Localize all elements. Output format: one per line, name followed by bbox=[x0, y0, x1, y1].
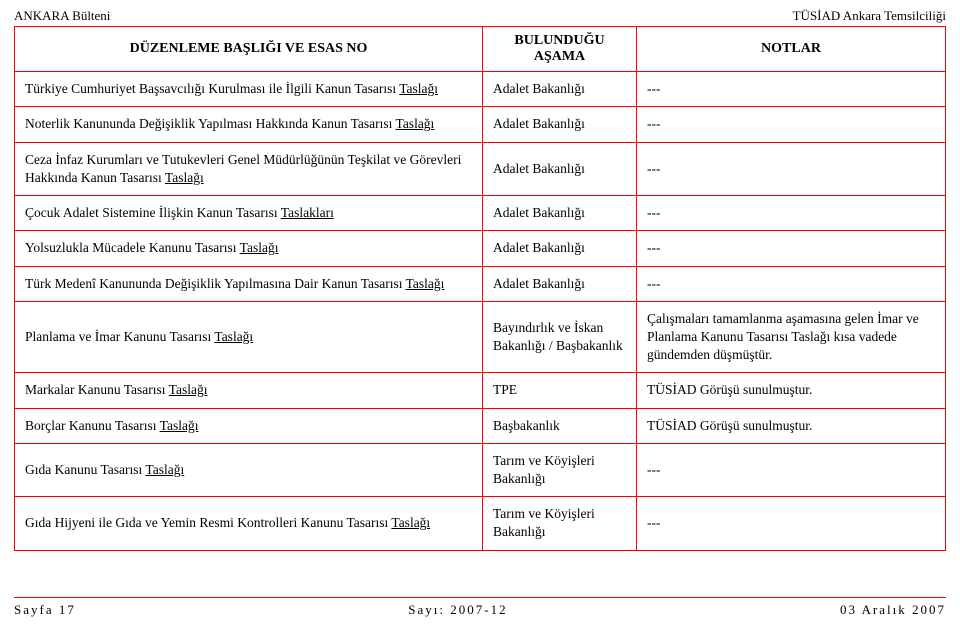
header-left: ANKARA Bülteni bbox=[14, 8, 110, 24]
cell-stage: Bayındırlık ve İskan Bakanlığı / Başbaka… bbox=[483, 301, 637, 373]
title-text: Borçlar Kanunu Tasarısı bbox=[25, 418, 160, 433]
title-text: Markalar Kanunu Tasarısı bbox=[25, 382, 169, 397]
title-underlined: Taslağı bbox=[396, 116, 435, 131]
table-row: Türkiye Cumhuriyet Başsavcılığı Kurulmas… bbox=[15, 72, 946, 107]
title-underlined: Taslağı bbox=[399, 81, 438, 96]
col-header-notes: NOTLAR bbox=[637, 27, 945, 71]
cell-stage: Adalet Bakanlığı bbox=[483, 142, 637, 195]
title-underlined: Taslağı bbox=[391, 515, 430, 530]
table-row: Yolsuzlukla Mücadele Kanunu Tasarısı Tas… bbox=[15, 231, 946, 266]
title-text: Türkiye Cumhuriyet Başsavcılığı Kurulmas… bbox=[25, 81, 399, 96]
column-headers: DÜZENLEME BAŞLIĞI VE ESAS NO BULUNDUĞU A… bbox=[14, 27, 946, 72]
table-row: Borçlar Kanunu Tasarısı TaslağıBaşbakanl… bbox=[15, 408, 946, 443]
cell-title: Markalar Kanunu Tasarısı Taslağı bbox=[15, 373, 483, 408]
table-row: Planlama ve İmar Kanunu Tasarısı Taslağı… bbox=[15, 301, 946, 373]
cell-title: Yolsuzlukla Mücadele Kanunu Tasarısı Tas… bbox=[15, 231, 483, 266]
cell-notes: --- bbox=[637, 142, 946, 195]
header-right: TÜSİAD Ankara Temsilciliği bbox=[793, 8, 946, 24]
table-row: Gıda Hijyeni ile Gıda ve Yemin Resmi Kon… bbox=[15, 497, 946, 550]
title-underlined: Taslakları bbox=[281, 205, 334, 220]
cell-notes: TÜSİAD Görüşü sunulmuştur. bbox=[637, 408, 946, 443]
col-header-stage-l1: BULUNDUĞU bbox=[514, 33, 604, 49]
title-text: Noterlik Kanununda Değişiklik Yapılması … bbox=[25, 116, 396, 131]
title-text: Türk Medenî Kanununda Değişiklik Yapılma… bbox=[25, 276, 406, 291]
cell-title: Türk Medenî Kanununda Değişiklik Yapılma… bbox=[15, 266, 483, 301]
col-header-stage-l2: AŞAMA bbox=[534, 49, 585, 65]
cell-stage: Adalet Bakanlığı bbox=[483, 107, 637, 142]
title-underlined: Taslağı bbox=[165, 170, 204, 185]
cell-title: Planlama ve İmar Kanunu Tasarısı Taslağı bbox=[15, 301, 483, 373]
page-header: ANKARA Bülteni TÜSİAD Ankara Temsilciliğ… bbox=[14, 8, 946, 27]
footer-center: Sayı: 2007-12 bbox=[408, 602, 507, 618]
footer-left: Sayfa 17 bbox=[14, 602, 76, 618]
cell-notes: --- bbox=[637, 231, 946, 266]
table-row: Çocuk Adalet Sistemine İlişkin Kanun Tas… bbox=[15, 196, 946, 231]
cell-title: Gıda Kanunu Tasarısı Taslağı bbox=[15, 443, 483, 496]
footer-right: 03 Aralık 2007 bbox=[840, 602, 946, 618]
table-row: Türk Medenî Kanununda Değişiklik Yapılma… bbox=[15, 266, 946, 301]
cell-stage: Adalet Bakanlığı bbox=[483, 72, 637, 107]
title-text: Çocuk Adalet Sistemine İlişkin Kanun Tas… bbox=[25, 205, 281, 220]
cell-stage: Adalet Bakanlığı bbox=[483, 231, 637, 266]
table-row: Noterlik Kanununda Değişiklik Yapılması … bbox=[15, 107, 946, 142]
cell-title: Ceza İnfaz Kurumları ve Tutukevleri Gene… bbox=[15, 142, 483, 195]
col-header-title: DÜZENLEME BAŞLIĞI VE ESAS NO bbox=[15, 27, 483, 71]
title-underlined: Taslağı bbox=[240, 240, 279, 255]
cell-notes: TÜSİAD Görüşü sunulmuştur. bbox=[637, 373, 946, 408]
cell-notes: --- bbox=[637, 196, 946, 231]
cell-stage: Tarım ve Köyişleri Bakanlığı bbox=[483, 497, 637, 550]
cell-stage: Tarım ve Köyişleri Bakanlığı bbox=[483, 443, 637, 496]
cell-title: Borçlar Kanunu Tasarısı Taslağı bbox=[15, 408, 483, 443]
cell-notes: --- bbox=[637, 107, 946, 142]
title-text: Planlama ve İmar Kanunu Tasarısı bbox=[25, 329, 214, 344]
cell-title: Gıda Hijyeni ile Gıda ve Yemin Resmi Kon… bbox=[15, 497, 483, 550]
cell-title: Türkiye Cumhuriyet Başsavcılığı Kurulmas… bbox=[15, 72, 483, 107]
cell-stage: Başbakanlık bbox=[483, 408, 637, 443]
title-text: Ceza İnfaz Kurumları ve Tutukevleri Gene… bbox=[25, 152, 461, 185]
title-text: Yolsuzlukla Mücadele Kanunu Tasarısı bbox=[25, 240, 240, 255]
cell-notes: --- bbox=[637, 497, 946, 550]
page-footer: Sayfa 17 Sayı: 2007-12 03 Aralık 2007 bbox=[14, 597, 946, 618]
table-row: Ceza İnfaz Kurumları ve Tutukevleri Gene… bbox=[15, 142, 946, 195]
cell-title: Noterlik Kanununda Değişiklik Yapılması … bbox=[15, 107, 483, 142]
cell-notes: Çalışmaları tamamlanma aşamasına gelen İ… bbox=[637, 301, 946, 373]
title-text: Gıda Kanunu Tasarısı bbox=[25, 462, 145, 477]
title-underlined: Taslağı bbox=[406, 276, 445, 291]
col-header-stage: BULUNDUĞU AŞAMA bbox=[483, 27, 637, 71]
table-row: Markalar Kanunu Tasarısı TaslağıTPETÜSİA… bbox=[15, 373, 946, 408]
table-row: Gıda Kanunu Tasarısı TaslağıTarım ve Köy… bbox=[15, 443, 946, 496]
cell-stage: Adalet Bakanlığı bbox=[483, 196, 637, 231]
title-underlined: Taslağı bbox=[160, 418, 199, 433]
title-underlined: Taslağı bbox=[214, 329, 253, 344]
page-container: ANKARA Bülteni TÜSİAD Ankara Temsilciliğ… bbox=[0, 0, 960, 551]
data-table: Türkiye Cumhuriyet Başsavcılığı Kurulmas… bbox=[14, 72, 946, 551]
cell-title: Çocuk Adalet Sistemine İlişkin Kanun Tas… bbox=[15, 196, 483, 231]
cell-stage: Adalet Bakanlığı bbox=[483, 266, 637, 301]
cell-notes: --- bbox=[637, 443, 946, 496]
cell-stage: TPE bbox=[483, 373, 637, 408]
title-text: Gıda Hijyeni ile Gıda ve Yemin Resmi Kon… bbox=[25, 515, 391, 530]
cell-notes: --- bbox=[637, 266, 946, 301]
title-underlined: Taslağı bbox=[145, 462, 184, 477]
title-underlined: Taslağı bbox=[169, 382, 208, 397]
cell-notes: --- bbox=[637, 72, 946, 107]
